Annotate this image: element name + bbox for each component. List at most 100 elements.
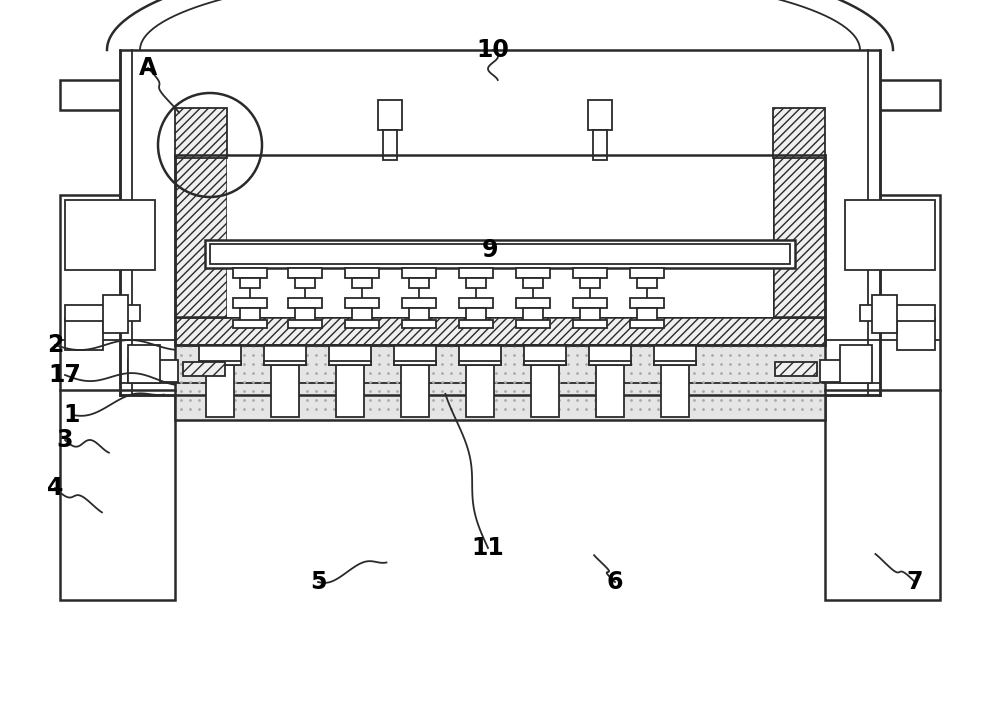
Bar: [206, 365, 234, 417]
Bar: [233, 298, 267, 308]
Bar: [596, 365, 624, 417]
Bar: [630, 268, 664, 278]
Bar: [175, 340, 825, 420]
Bar: [845, 200, 935, 270]
Bar: [210, 244, 790, 264]
Bar: [459, 268, 493, 278]
Bar: [378, 100, 402, 130]
Bar: [233, 320, 267, 328]
Bar: [295, 308, 315, 323]
Bar: [352, 278, 372, 288]
Bar: [329, 361, 371, 365]
Text: 3: 3: [57, 428, 73, 452]
Bar: [128, 360, 178, 382]
Bar: [227, 155, 773, 317]
Bar: [175, 155, 227, 317]
Text: 11: 11: [472, 536, 504, 560]
Bar: [523, 308, 543, 323]
Bar: [654, 345, 696, 365]
Bar: [573, 320, 607, 328]
Bar: [524, 345, 566, 365]
Bar: [409, 278, 429, 288]
Bar: [654, 361, 696, 365]
Bar: [588, 100, 612, 130]
Bar: [637, 278, 657, 288]
Bar: [175, 317, 825, 345]
Text: 7: 7: [907, 570, 923, 594]
Bar: [65, 305, 140, 321]
Text: 10: 10: [477, 38, 509, 62]
Bar: [580, 308, 600, 323]
Bar: [466, 278, 486, 288]
Bar: [199, 345, 241, 365]
Bar: [637, 308, 657, 323]
Bar: [60, 195, 175, 600]
Bar: [773, 108, 825, 158]
Bar: [466, 365, 494, 417]
Bar: [240, 308, 260, 323]
Bar: [295, 278, 315, 288]
Text: 9: 9: [482, 238, 498, 262]
Bar: [872, 295, 897, 333]
Bar: [593, 130, 607, 160]
Bar: [288, 298, 322, 308]
Bar: [345, 298, 379, 308]
Bar: [840, 345, 872, 383]
Bar: [383, 130, 397, 160]
Bar: [589, 345, 631, 365]
Bar: [459, 298, 493, 308]
Bar: [271, 365, 299, 417]
Text: 6: 6: [607, 570, 623, 594]
Bar: [288, 320, 322, 328]
Text: 5: 5: [310, 570, 326, 594]
Bar: [573, 298, 607, 308]
Bar: [394, 361, 436, 365]
Bar: [65, 318, 103, 350]
Bar: [459, 345, 501, 365]
Bar: [288, 268, 322, 278]
Bar: [402, 298, 436, 308]
Bar: [516, 298, 550, 308]
Bar: [573, 268, 607, 278]
Bar: [459, 361, 501, 365]
Bar: [128, 345, 160, 383]
Text: A: A: [139, 56, 157, 80]
Bar: [199, 361, 241, 365]
Bar: [205, 240, 795, 268]
Bar: [466, 308, 486, 323]
Text: 4: 4: [47, 476, 63, 500]
Text: 2: 2: [47, 333, 63, 357]
Bar: [103, 295, 128, 333]
Bar: [183, 362, 225, 376]
Bar: [825, 195, 940, 600]
Bar: [409, 308, 429, 323]
Bar: [589, 361, 631, 365]
Bar: [345, 320, 379, 328]
Bar: [175, 155, 825, 345]
Bar: [531, 365, 559, 417]
Bar: [65, 200, 155, 270]
Bar: [630, 320, 664, 328]
Bar: [516, 320, 550, 328]
Bar: [336, 365, 364, 417]
Bar: [516, 268, 550, 278]
Text: 17: 17: [49, 363, 81, 387]
Bar: [523, 278, 543, 288]
Bar: [264, 345, 306, 365]
Bar: [345, 268, 379, 278]
Bar: [773, 155, 825, 317]
Bar: [402, 268, 436, 278]
Bar: [329, 345, 371, 365]
Bar: [524, 361, 566, 365]
Bar: [120, 50, 880, 395]
Bar: [820, 360, 870, 382]
Bar: [897, 318, 935, 350]
Bar: [630, 298, 664, 308]
Bar: [175, 108, 227, 158]
Bar: [240, 278, 260, 288]
Bar: [402, 320, 436, 328]
Text: 1: 1: [64, 403, 80, 427]
Bar: [352, 308, 372, 323]
Bar: [264, 361, 306, 365]
Bar: [233, 268, 267, 278]
